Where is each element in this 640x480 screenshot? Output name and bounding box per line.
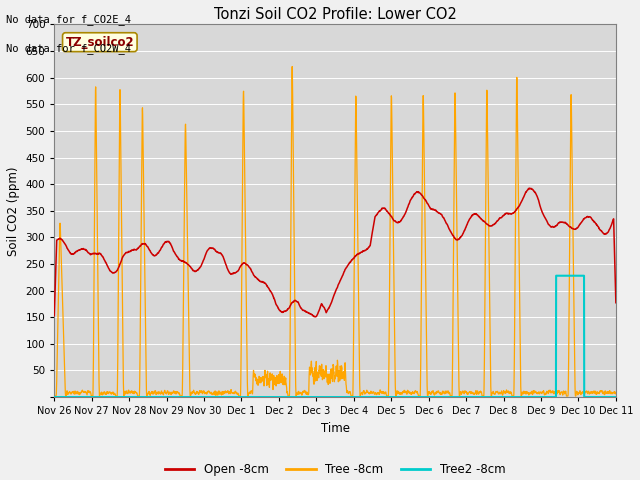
- Text: No data for f_CO2E_4: No data for f_CO2E_4: [6, 14, 131, 25]
- Title: Tonzi Soil CO2 Profile: Lower CO2: Tonzi Soil CO2 Profile: Lower CO2: [214, 7, 456, 22]
- Text: TZ_soilco2: TZ_soilco2: [65, 36, 134, 48]
- Y-axis label: Soil CO2 (ppm): Soil CO2 (ppm): [7, 166, 20, 255]
- Text: No data for f_CO2W_4: No data for f_CO2W_4: [6, 43, 131, 54]
- Legend: Open -8cm, Tree -8cm, Tree2 -8cm: Open -8cm, Tree -8cm, Tree2 -8cm: [160, 458, 510, 480]
- X-axis label: Time: Time: [321, 421, 349, 435]
